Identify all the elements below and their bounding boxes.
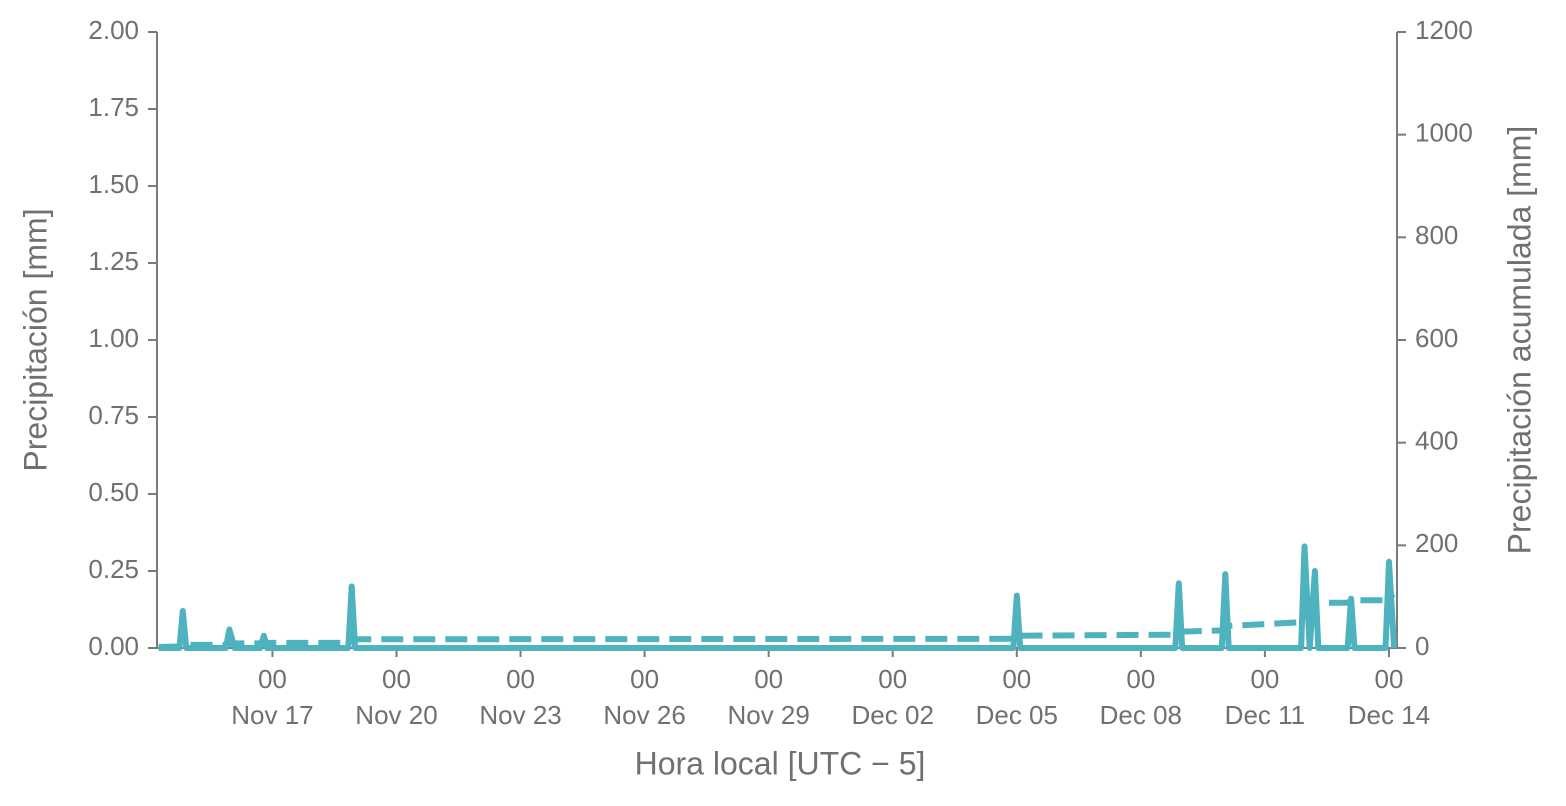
x-tick-hour: 00 <box>878 664 907 694</box>
cumulative-line <box>158 591 1396 650</box>
y-axis-label: Precipitación [mm] <box>17 208 53 471</box>
y2-tick-label: 600 <box>1415 323 1458 353</box>
x-tick-date: Dec 08 <box>1100 700 1182 730</box>
x-tick-date: Nov 23 <box>479 700 561 730</box>
y-tick-label: 1.50 <box>88 169 139 199</box>
y2-axis-label: Precipitación acumulada [mm] <box>1501 126 1537 555</box>
x-tick-date: Nov 29 <box>727 700 809 730</box>
y2-tick-label: 400 <box>1415 426 1458 456</box>
y-tick-label: 1.25 <box>88 246 139 276</box>
y-tick-label: 0.25 <box>88 554 139 584</box>
x-axis-label: Hora local [UTC − 5] <box>635 745 926 781</box>
y2-tick-label: 0 <box>1415 631 1429 661</box>
x-tick-date: Dec 05 <box>976 700 1058 730</box>
y-tick-label: 0.00 <box>88 631 139 661</box>
x-tick-date: Nov 26 <box>603 700 685 730</box>
x-tick-hour: 00 <box>258 664 287 694</box>
x-tick-hour: 00 <box>1002 664 1031 694</box>
x-tick-hour: 00 <box>1126 664 1155 694</box>
y2-tick-label: 800 <box>1415 220 1458 250</box>
y-tick-label: 0.50 <box>88 477 139 507</box>
x-tick-date: Dec 02 <box>852 700 934 730</box>
y2-tick-label: 1000 <box>1415 118 1473 148</box>
y-tick-label: 1.75 <box>88 92 139 122</box>
x-tick-hour: 00 <box>1250 664 1279 694</box>
y-tick-label: 2.00 <box>88 15 139 45</box>
precip-line <box>158 543 1398 651</box>
x-tick-date: Nov 20 <box>355 700 437 730</box>
y-tick-label: 1.00 <box>88 323 139 353</box>
y-tick-label: 0.75 <box>88 400 139 430</box>
x-tick-hour: 00 <box>630 664 659 694</box>
x-tick-hour: 00 <box>1374 664 1403 694</box>
x-tick-hour: 00 <box>382 664 411 694</box>
x-tick-hour: 00 <box>754 664 783 694</box>
x-tick-hour: 00 <box>506 664 535 694</box>
x-tick-date: Dec 14 <box>1348 700 1430 730</box>
x-tick-date: Dec 11 <box>1225 700 1305 730</box>
y2-tick-label: 1200 <box>1415 15 1473 45</box>
y2-tick-label: 200 <box>1415 528 1458 558</box>
x-tick-date: Nov 17 <box>231 700 313 730</box>
